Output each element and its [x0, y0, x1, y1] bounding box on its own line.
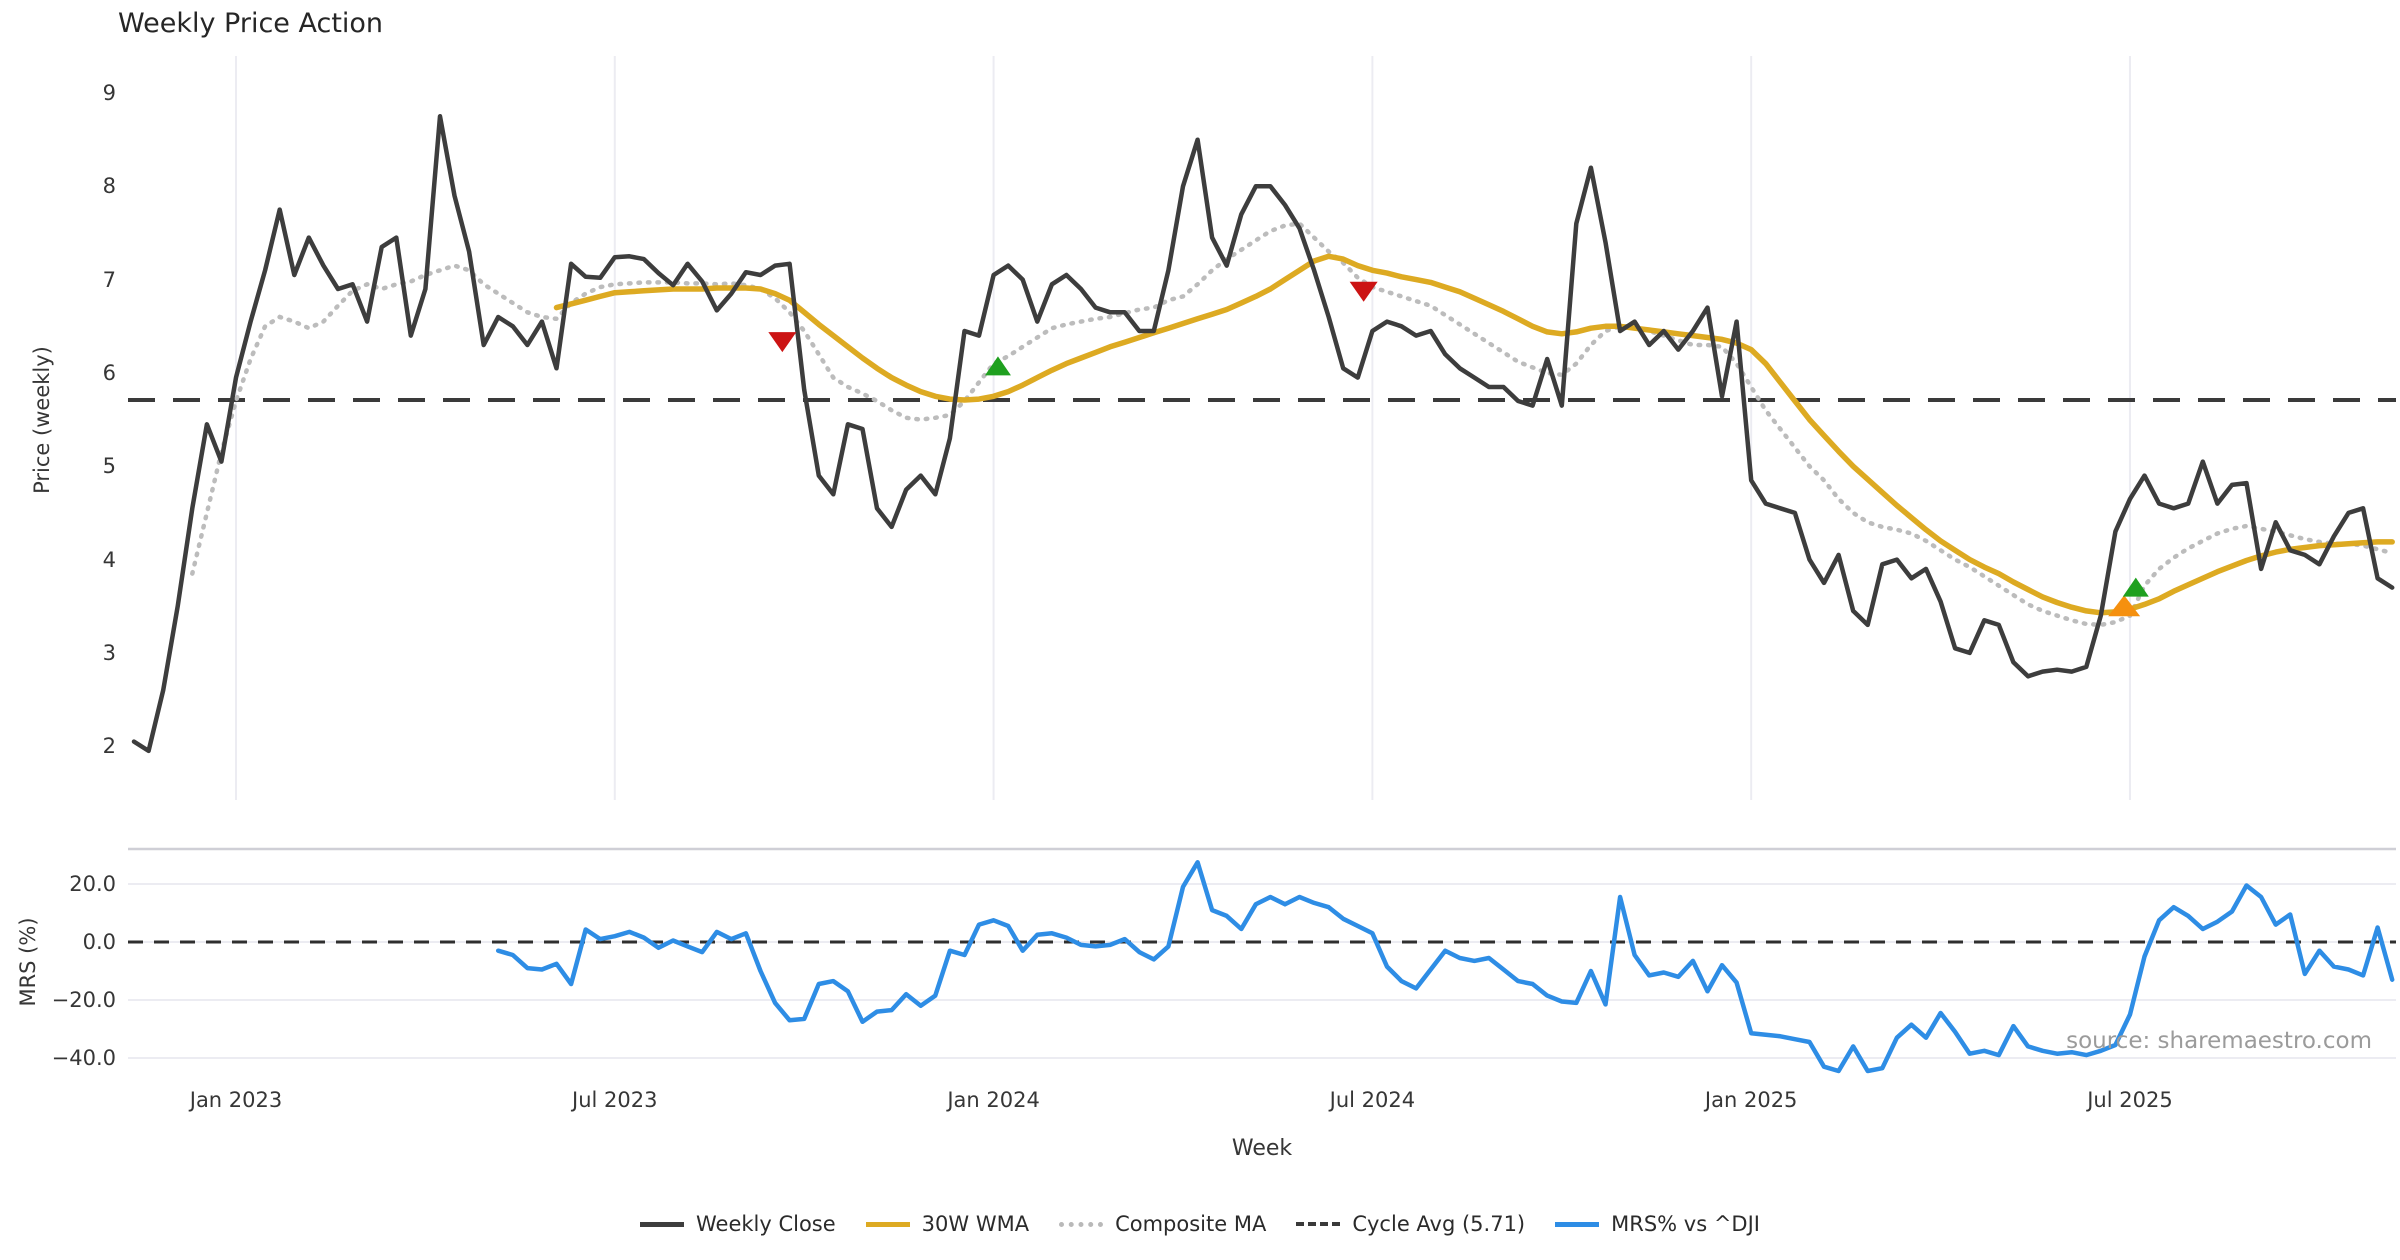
- price-tick-label: 4: [102, 547, 116, 572]
- x-tick-label: Jul 2024: [1329, 1088, 1416, 1112]
- wma-line: [553, 253, 2395, 616]
- x-tick-label: Jan 2025: [1704, 1088, 1798, 1112]
- price-axis-label: Price (weekly): [30, 346, 54, 494]
- legend-label: 30W WMA: [921, 1212, 1030, 1236]
- x-tick-label: Jan 2024: [947, 1088, 1040, 1112]
- mrs-tick-label: 20.0: [69, 872, 116, 896]
- wma-swatch-icon: [865, 1221, 910, 1227]
- buy-marker-icon: [984, 356, 1011, 376]
- legend-label: Cycle Avg (5.71): [1352, 1212, 1526, 1236]
- price-tick-label: 9: [102, 81, 116, 105]
- price-tick-label: 6: [102, 360, 116, 385]
- legend-label: Composite MA: [1115, 1212, 1267, 1236]
- weekly-close-line: [131, 114, 2395, 754]
- cycle-avg-swatch-icon: [1296, 1222, 1341, 1226]
- legend-item-cycle-avg: Cycle Avg (5.71): [1296, 1212, 1525, 1236]
- mrs-line: [495, 860, 2395, 1074]
- x-tick-label: Jul 2025: [2087, 1088, 2173, 1112]
- legend-item-30w-wma: 30W WMA: [865, 1212, 1030, 1236]
- sell-marker-icon: [1349, 281, 1378, 302]
- price-tick-label: 8: [102, 174, 116, 199]
- legend-item-weekly-close: Weekly Close: [639, 1212, 836, 1236]
- orange-entry-marker-icon: [2108, 595, 2141, 617]
- price-tick-label: 2: [102, 734, 116, 759]
- legend-label: MRS% vs ^DJI: [1611, 1212, 1760, 1236]
- weekly-close-swatch-icon: [639, 1221, 684, 1227]
- legend-item-composite-ma: Composite MA: [1059, 1212, 1266, 1236]
- price-tick-label: 3: [102, 640, 116, 665]
- legend-label: Weekly Close: [695, 1212, 836, 1236]
- mrs-tick-label: −40.0: [51, 1046, 116, 1070]
- price-tick-label: 5: [102, 454, 116, 479]
- sell-marker-icon: [768, 332, 797, 353]
- price-tick-label: 7: [102, 267, 116, 292]
- mrs-swatch-icon: [1555, 1221, 1600, 1227]
- mrs-tick-label: −20.0: [51, 988, 116, 1012]
- chart-title: Weekly Price Action: [118, 8, 384, 39]
- legend: Weekly Close 30W WMA Composite MA Cycle …: [0, 1212, 2400, 1236]
- x-tick-label: Jan 2023: [189, 1088, 283, 1112]
- x-axis-label: Week: [1231, 1136, 1293, 1161]
- x-tick-label: Jul 2023: [572, 1088, 658, 1112]
- composite-ma-swatch-icon: [1059, 1221, 1104, 1227]
- buy-marker-icon: [2122, 577, 2149, 597]
- legend-item-mrs: MRS% vs ^DJI: [1555, 1212, 1760, 1236]
- source-watermark: source: sharemaestro.com: [2066, 1028, 2372, 1054]
- mrs-tick-label: 0.0: [82, 930, 116, 954]
- composite-ma-line: [190, 221, 2395, 628]
